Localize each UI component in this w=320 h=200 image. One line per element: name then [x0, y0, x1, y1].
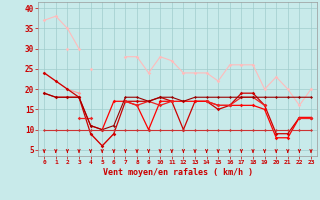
X-axis label: Vent moyen/en rafales ( km/h ): Vent moyen/en rafales ( km/h ) — [103, 168, 252, 177]
